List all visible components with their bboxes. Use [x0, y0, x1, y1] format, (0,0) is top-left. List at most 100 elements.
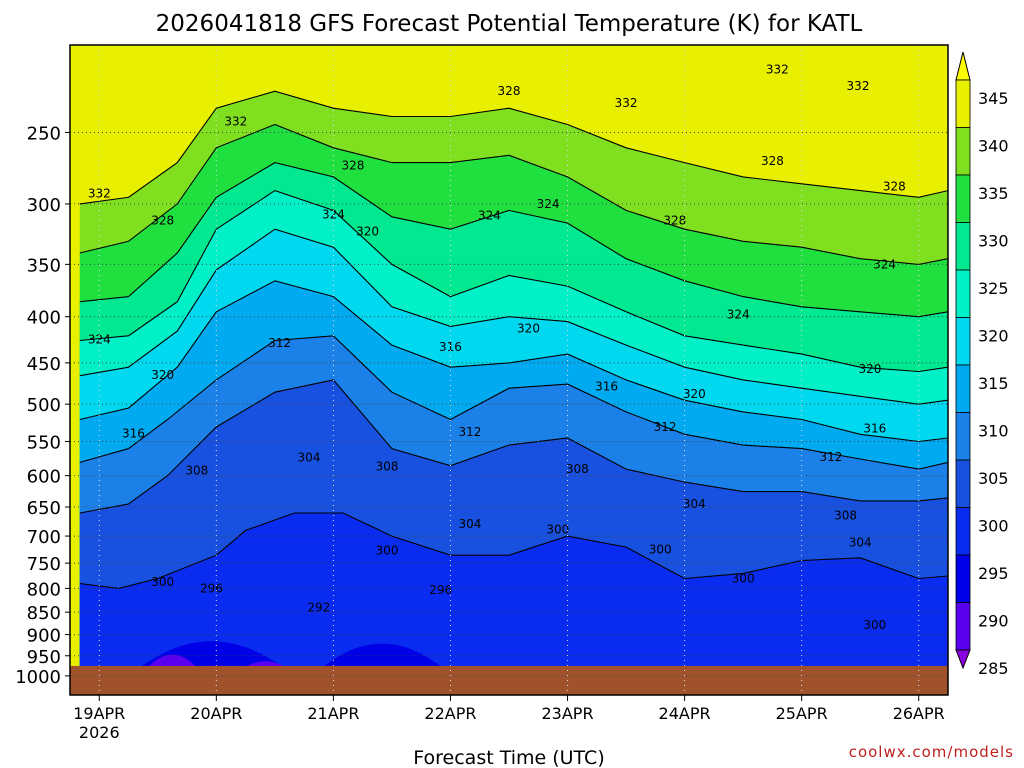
- contour-label: 300: [732, 571, 755, 585]
- contour-label: 308: [566, 462, 589, 476]
- contour-label: 300: [546, 522, 569, 536]
- isentrope-308k: [79, 335, 948, 470]
- y-tick-label: 450: [27, 354, 61, 375]
- colorbar-swatch: [955, 127, 971, 176]
- colorbar-label: 305: [978, 469, 1009, 488]
- contour-label: 304: [298, 451, 321, 465]
- colorbar-swatch: [955, 174, 971, 223]
- colorbar-swatch: [955, 554, 971, 603]
- colorbar-bottom-arrow: [955, 649, 971, 670]
- colorbar: 345 340 335 330 325 320 315 310 305 300 295 290 285: [955, 51, 1009, 678]
- y-tick-label: 1000: [15, 667, 61, 688]
- grid: [70, 45, 948, 695]
- isentrope-320k: [79, 189, 948, 373]
- contour-label: 328: [341, 159, 364, 173]
- contour-label: 328: [151, 214, 174, 228]
- chart-title: 2026041818 GFS Forecast Potential Temper…: [156, 11, 863, 37]
- ground-strip: [70, 665, 948, 695]
- y-tick-label: 400: [27, 308, 61, 329]
- contour-label: 320: [517, 321, 540, 335]
- contour-label: 304: [849, 536, 872, 550]
- contour-label: 316: [595, 380, 618, 394]
- colorbar-label: 285: [978, 659, 1009, 678]
- x-tick-label: 20APR: [190, 704, 242, 723]
- contour-label: 316: [863, 421, 886, 435]
- y-axis: 2503003504004505005506006507007508008509…: [15, 123, 70, 688]
- y-tick-label: 700: [27, 527, 61, 548]
- y-tick-label: 750: [27, 554, 61, 575]
- contour-label: 328: [883, 180, 906, 194]
- contour-label: 332: [88, 186, 111, 200]
- colorbar-swatch: [955, 459, 971, 508]
- contour-label: 320: [859, 362, 882, 376]
- contour-label: 300: [376, 543, 399, 557]
- contour-fill-300k: [79, 513, 948, 695]
- contour-label: 312: [654, 420, 677, 434]
- x-tick-label: 24APR: [659, 704, 711, 723]
- colorbar-label: 345: [978, 89, 1009, 108]
- colorbar-label: 300: [978, 517, 1009, 536]
- x-tick-year: 2026: [79, 723, 120, 742]
- contour-label: 316: [122, 427, 145, 441]
- colorbar-label: 330: [978, 232, 1009, 251]
- contour-label: 320: [151, 368, 174, 382]
- colorbar-label: 325: [978, 279, 1009, 298]
- colorbar-top-arrow: [955, 51, 971, 81]
- isentrope-332k: [79, 90, 948, 205]
- contour-label: 296: [200, 581, 223, 595]
- colorbar-label: 320: [978, 327, 1009, 346]
- colorbar-swatch: [955, 222, 971, 271]
- plot-area: 332 328 332 332 332 328 328 332 328 328 324 320 324 3…: [70, 45, 948, 695]
- contour-label: 332: [847, 79, 870, 93]
- colorbar-label: 310: [978, 422, 1009, 441]
- contour-label: 300: [649, 542, 672, 556]
- y-tick-label: 250: [27, 123, 61, 144]
- contour-label: 332: [615, 96, 638, 110]
- colorbar-swatch: [955, 317, 971, 366]
- contour-label: 328: [663, 214, 686, 228]
- contour-label: 312: [819, 450, 842, 464]
- contour-label: 292: [307, 601, 330, 615]
- isentrope-300k: [79, 512, 948, 589]
- contour-label: 304: [459, 517, 482, 531]
- contour-label: 332: [224, 114, 247, 128]
- y-tick-label: 900: [27, 626, 61, 647]
- colorbar-swatch: [955, 364, 971, 413]
- contour-label: 308: [185, 463, 208, 477]
- colorbar-swatch: [955, 602, 971, 651]
- contour-label: 308: [834, 508, 857, 522]
- y-tick-label: 500: [27, 395, 61, 416]
- x-tick-label: 22APR: [424, 704, 476, 723]
- contour-label: 324: [873, 257, 896, 271]
- colorbar-label: 295: [978, 564, 1009, 583]
- contour-label: 324: [537, 197, 560, 211]
- contour-label: 324: [478, 209, 501, 223]
- x-tick-label: 23APR: [541, 704, 593, 723]
- contour-label: 320: [356, 225, 379, 239]
- colorbar-label: 335: [978, 184, 1009, 203]
- contour-label: 328: [761, 154, 784, 168]
- contour-label: 316: [439, 340, 462, 354]
- y-tick-label: 600: [27, 467, 61, 488]
- contour-label: 320: [683, 387, 706, 401]
- contour-label: 300: [151, 575, 174, 589]
- y-tick-label: 550: [27, 433, 61, 454]
- x-tick-label: 21APR: [307, 704, 359, 723]
- colorbar-swatch: [955, 269, 971, 318]
- credit-text[interactable]: coolwx.com/models: [849, 743, 1014, 761]
- isentrope-328k: [79, 123, 948, 265]
- contour-label: 332: [766, 63, 789, 77]
- isentrope-312k: [79, 280, 948, 443]
- plot-frame: [69, 44, 949, 696]
- contour-label: 328: [498, 84, 521, 98]
- y-tick-label: 650: [27, 498, 61, 519]
- x-tick-label: 25APR: [776, 704, 828, 723]
- colorbar-label: 315: [978, 374, 1009, 393]
- contour-label: 312: [268, 336, 291, 350]
- isentrope-316k: [79, 228, 948, 405]
- colorbar-label: 340: [978, 137, 1009, 156]
- x-tick-label: 26APR: [893, 704, 945, 723]
- contour-label: 300: [863, 618, 886, 632]
- contour-label: 312: [459, 425, 482, 439]
